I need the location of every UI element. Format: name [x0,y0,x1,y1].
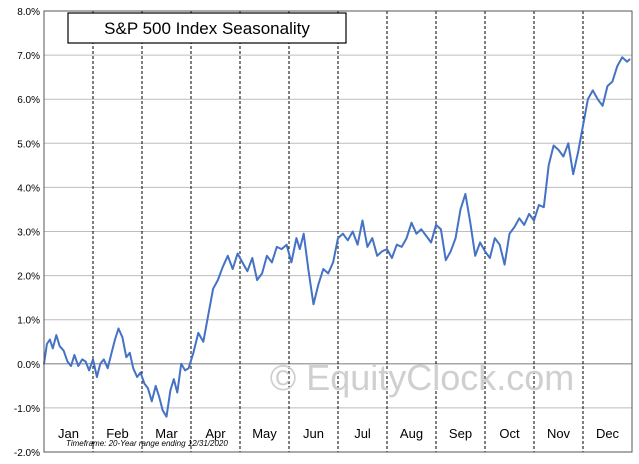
month-label: Nov [547,426,571,441]
month-label: Sep [449,426,472,441]
title-box [67,12,347,44]
title-layer: S&P 500 Index Seasonality [67,12,347,44]
y-tick-label: 0.0% [17,360,40,371]
y-tick-label: 7.0% [17,51,40,62]
y-tick-label: -1.0% [14,404,40,415]
chart-title: S&P 500 Index Seasonality [104,19,310,38]
y-tick-label: 6.0% [17,95,40,106]
timeframe-footnote: Timeframe: 20-Year range ending 12/31/20… [66,439,228,448]
series-line [43,56,631,418]
watermark-text: © EquityClock.com [270,357,575,398]
month-label: Dec [596,426,620,441]
y-tick-label: 5.0% [17,139,40,150]
month-label: Oct [499,426,520,441]
y-tick-label: -2.0% [14,448,40,459]
y-tick-label: 8.0% [17,7,40,18]
month-label: Aug [400,426,423,441]
watermark-layer: © EquityClock.com [270,357,575,398]
axis-layer: -2.0% -1.0% 0.0% 1.0% 2.0% 3.0% 4.0% 5.0% 6.0% 7.… [14,7,633,459]
month-label: Jan [58,426,79,441]
y-tick-label: 3.0% [17,228,40,239]
month-label: Apr [205,426,226,441]
y-tick-label: 2.0% [17,272,40,283]
month-label: Feb [106,426,128,441]
y-tick-label: 1.0% [17,316,40,327]
plot-frame [43,10,633,453]
month-label: May [252,426,277,441]
month-label: Mar [155,426,178,441]
series-layer [43,56,631,418]
y-tick-label: 4.0% [17,183,40,194]
month-label: Jul [354,426,371,441]
month-label: Jun [303,426,324,441]
